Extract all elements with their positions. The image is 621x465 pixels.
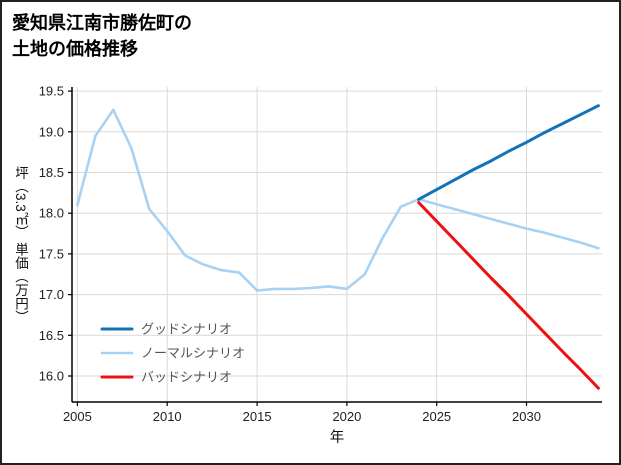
chart-title-line1: 愛知県江南市勝佐町の <box>12 13 192 33</box>
y-tick-label: 16.0 <box>39 369 64 384</box>
y-tick-label: 17.5 <box>39 246 64 261</box>
x-tick-label: 2015 <box>243 409 272 424</box>
legend-label-good-scenario: グッドシナリオ <box>141 322 232 337</box>
x-tick-label: 2010 <box>153 409 182 424</box>
y-axis-label: 坪（3.3㎡） 単価（万円） <box>13 165 28 324</box>
y-tick-label: 18.5 <box>39 165 64 180</box>
y-tick-label: 19.5 <box>39 84 64 99</box>
x-tick-label: 2020 <box>332 409 361 424</box>
x-axis-label: 年 <box>330 429 345 446</box>
chart-title-line2: 土地の価格推移 <box>12 39 138 60</box>
y-tick-label: 18.0 <box>39 206 64 221</box>
y-tick-label: 16.5 <box>39 328 64 343</box>
series-line-bad-scenario <box>417 201 600 390</box>
legend-item-good-scenario: グッドシナリオ <box>100 322 232 337</box>
y-tick-label: 19.0 <box>39 124 64 139</box>
series-line-normal-scenario <box>76 108 600 292</box>
chart-title: 愛知県江南市勝佐町の 土地の価格推移 <box>12 10 192 62</box>
legend-label-bad-scenario: バッドシナリオ <box>141 370 232 385</box>
legend-item-bad-scenario: バッドシナリオ <box>100 370 232 385</box>
x-tick-label: 2025 <box>422 409 451 424</box>
legend-item-normal-scenario: ノーマルシナリオ <box>100 346 245 361</box>
x-tick-label: 2005 <box>63 409 92 424</box>
legend-label-normal-scenario: ノーマルシナリオ <box>141 346 245 361</box>
y-tick-label: 17.0 <box>39 287 64 302</box>
series-line-good-scenario <box>417 104 600 201</box>
x-tick-label: 2030 <box>512 409 541 424</box>
